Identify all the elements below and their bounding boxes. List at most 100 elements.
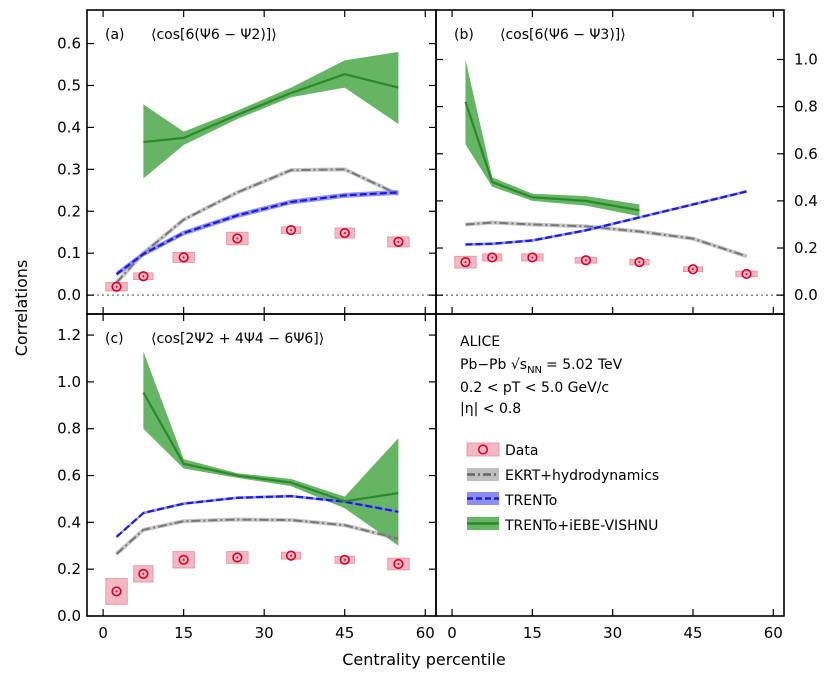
data-point <box>178 252 189 263</box>
legend-data-marker <box>477 444 489 455</box>
data-point <box>111 586 122 597</box>
x-tick-label: 45 <box>683 624 702 642</box>
data-point-center <box>236 237 239 240</box>
y-axis-label: Correlations <box>12 260 31 357</box>
y-tick-label: 0.0 <box>57 286 81 304</box>
data-point <box>580 255 592 266</box>
panel-b: 0.0 0.2 0.4 0.6 0.8 1.0 (b) ⟨cos[6(Ψ6 − Ψ3)]⟩ <box>435 9 818 315</box>
y-tick-label: 0.6 <box>57 467 81 485</box>
data-point-center <box>343 558 346 561</box>
legend-entry-ekrt: EKRT+hydrodynamics <box>467 468 659 484</box>
ekrt-line <box>115 168 399 284</box>
y-tick-label: 0.0 <box>57 607 81 625</box>
y-tick-label: 0.8 <box>57 420 81 438</box>
data-point <box>339 554 350 565</box>
data-point-center <box>464 261 467 264</box>
panel-b-label: (b) <box>454 27 474 43</box>
x-tick-label: 0 <box>447 624 457 642</box>
x-tick-label: 30 <box>255 624 274 642</box>
data-point <box>741 268 752 280</box>
data-point-center <box>397 563 400 566</box>
x-tick-label: 60 <box>416 624 435 642</box>
data-point <box>393 236 404 247</box>
x-tick-label: 45 <box>335 624 354 642</box>
panel-c: 0.0 0.2 0.4 0.6 0.8 1.0 1.2 0 15 30 45 60 (c) ⟨cos[2Ψ… <box>57 313 437 642</box>
data-point-center <box>491 256 494 259</box>
info-system-prefix: Pb−Pb <box>460 357 507 373</box>
ekrt-band <box>115 517 399 556</box>
legend-entry-vishnu: TRENTo+iEBE-VISHNU <box>467 517 658 534</box>
info-sqrt: √s <box>511 357 527 373</box>
data-point-center <box>638 261 641 264</box>
y-tick-label: 0.4 <box>57 513 81 531</box>
legend-trento-band <box>467 492 499 505</box>
legend-data-box <box>466 442 500 457</box>
x-axis-label: Centrality percentile <box>342 650 506 669</box>
data-point <box>138 271 149 282</box>
panel-a: 0.0 0.1 0.2 0.3 0.4 0.5 0.6 (a) ⟨cos[6(Ψ6 − Ψ2)]… <box>57 9 437 315</box>
data-point <box>339 227 350 239</box>
legend-label-ekrt: EKRT+hydrodynamics <box>505 468 659 484</box>
data-point <box>285 550 297 561</box>
trento-band <box>465 190 747 246</box>
data-point <box>487 252 498 263</box>
legend-label-vishnu: TRENTo+iEBE-VISHNU <box>504 518 658 534</box>
data-point-center <box>745 272 748 275</box>
data-point <box>460 257 471 268</box>
panel-a-label: (a) <box>105 27 125 43</box>
panel-d-legend: ALICE Pb−Pb √sNN = 5.02 TeV 0.2 < pT < 5.… <box>435 313 785 642</box>
vishnu-line <box>464 101 640 212</box>
panel-c-label: (c) <box>105 331 124 347</box>
y-tick-label: 0.0 <box>794 286 818 304</box>
info-eta-range: |η| < 0.8 <box>460 401 521 417</box>
x-tick-label: 0 <box>98 624 108 642</box>
vishnu-line <box>143 73 399 144</box>
data-point-center <box>691 268 694 271</box>
legend-label-trento: TRENTo <box>504 493 557 509</box>
panel-d-frame <box>435 313 785 617</box>
vishnu-band <box>465 59 640 217</box>
x-tick-label: 30 <box>603 624 622 642</box>
y-tick-label: 0.3 <box>57 160 81 178</box>
ekrt-line <box>465 221 747 258</box>
y-tick-label: 0.4 <box>794 192 818 210</box>
trento-line <box>465 190 747 246</box>
data-point-center <box>236 556 239 559</box>
data-point-center <box>142 572 145 575</box>
legend-label-data: Data <box>505 443 538 459</box>
info-pt-range: 0.2 < pT < 5.0 GeV/c <box>460 380 609 396</box>
data-point-center <box>142 275 145 278</box>
data-point-center <box>343 232 346 235</box>
trento-band <box>116 189 399 277</box>
ekrt-band <box>115 167 400 284</box>
x-tick-label: 60 <box>764 624 783 642</box>
data-point-center <box>290 554 293 557</box>
data-point-center <box>584 259 587 262</box>
data-point <box>232 233 243 244</box>
data-point <box>138 568 149 579</box>
data-point <box>232 552 243 563</box>
info-system: Pb−Pb √sNN = 5.02 TeV <box>460 357 623 376</box>
vishnu-line <box>142 391 399 503</box>
data-point <box>634 257 645 268</box>
data-point-center <box>397 240 400 243</box>
y-tick-label: 1.0 <box>794 50 818 68</box>
x-tick-label: 15 <box>174 624 193 642</box>
data-point <box>285 225 297 236</box>
trento-line <box>115 495 399 538</box>
y-tick-label: 0.8 <box>794 98 818 116</box>
panel-b-plot-area <box>436 59 784 296</box>
panel-a-plot-area <box>87 51 436 296</box>
data-point <box>527 252 538 263</box>
data-point-center <box>115 590 118 593</box>
panel-a-title: ⟨cos[6(Ψ6 − Ψ2)]⟩ <box>151 27 277 43</box>
y-tick-label: 1.0 <box>57 373 81 391</box>
data-point-center <box>115 285 118 288</box>
data-point-center <box>182 256 185 259</box>
panel-c-plot-area <box>105 351 410 605</box>
info-experiment: ALICE <box>460 334 500 350</box>
y-tick-label: 0.2 <box>794 239 818 257</box>
x-tick-label: 15 <box>523 624 542 642</box>
data-point <box>178 554 189 565</box>
